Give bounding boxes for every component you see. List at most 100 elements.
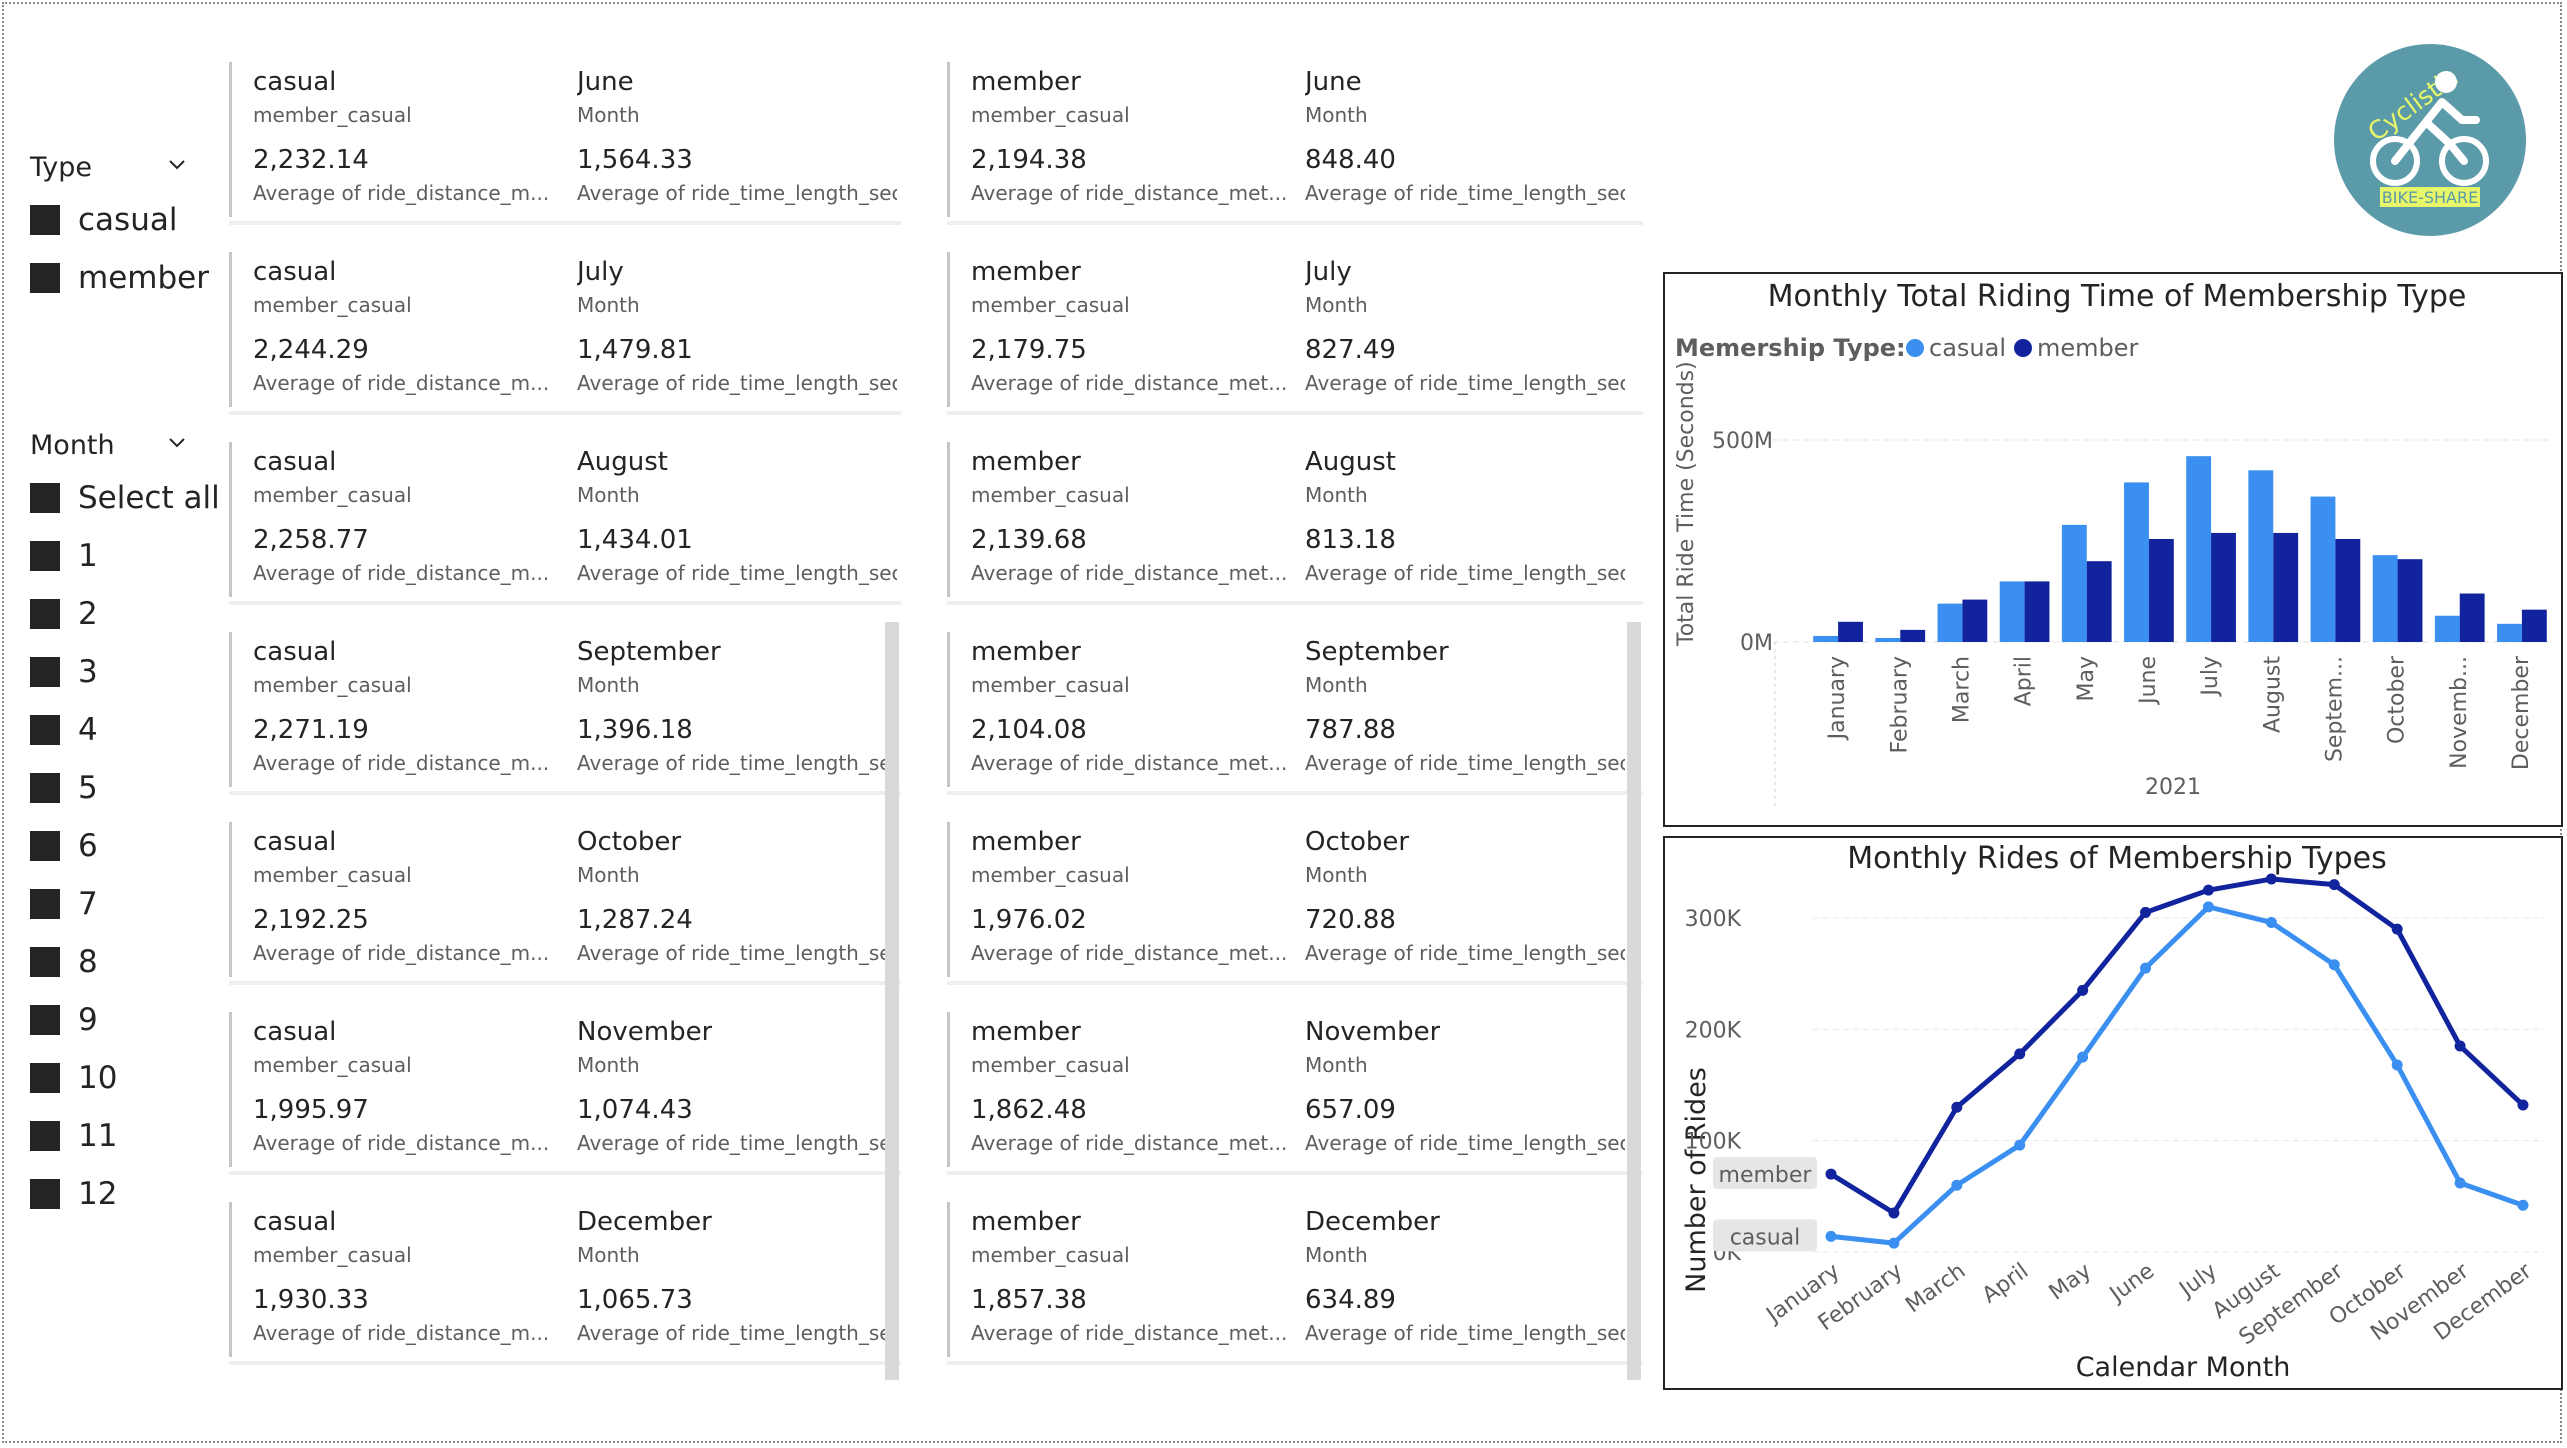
point-casual[interactable] — [2391, 1059, 2403, 1071]
type-option[interactable]: member — [30, 256, 209, 300]
point-member[interactable] — [1888, 1207, 1900, 1219]
bar-casual[interactable] — [1875, 637, 1901, 642]
bar-casual[interactable] — [2372, 555, 2398, 642]
checkbox[interactable] — [30, 773, 60, 803]
monthly-rides-chart[interactable]: Monthly Rides of Membership Types Number… — [1663, 836, 2563, 1390]
metric-card[interactable]: member member_casual 2,104.08 Average of ri… — [947, 632, 1643, 795]
checkbox[interactable] — [30, 1121, 60, 1151]
point-casual[interactable] — [1888, 1237, 1900, 1249]
line-casual[interactable] — [1830, 904, 2524, 1246]
bar-member[interactable] — [2086, 561, 2112, 642]
point-member[interactable] — [2265, 873, 2277, 885]
point-casual[interactable] — [2454, 1177, 2466, 1189]
point-member[interactable] — [2014, 1048, 2026, 1060]
month-option[interactable]: 3 — [30, 650, 98, 694]
checkbox[interactable] — [30, 1063, 60, 1093]
bar-member[interactable] — [2273, 532, 2299, 642]
bar-member[interactable] — [2211, 532, 2236, 642]
legend-label[interactable]: casual — [1929, 334, 2006, 362]
month-option[interactable]: 8 — [30, 940, 98, 984]
riding-time-chart[interactable]: Monthly Total Riding Time of Membership … — [1663, 272, 2563, 827]
line-member[interactable] — [1829, 876, 2525, 1216]
legend-label[interactable]: member — [2037, 334, 2139, 362]
month-option[interactable]: 10 — [30, 1056, 117, 1100]
checkbox[interactable] — [30, 831, 60, 861]
metric-card[interactable]: casual member_casual 2,232.14 Average of ri… — [229, 62, 901, 225]
month-option[interactable]: 5 — [30, 766, 98, 810]
metric-card[interactable]: member member_casual 1,976.02 Average of ri… — [947, 822, 1643, 985]
bar-member[interactable] — [2024, 581, 2050, 642]
month-option[interactable]: Select all — [30, 476, 220, 520]
point-member[interactable] — [2454, 1040, 2466, 1052]
point-casual[interactable] — [2328, 959, 2340, 971]
bar-member[interactable] — [2459, 593, 2485, 642]
point-member[interactable] — [1951, 1101, 1963, 1113]
month-option[interactable]: 9 — [30, 998, 98, 1042]
point-member[interactable] — [1825, 1168, 1837, 1180]
metric-card[interactable]: casual member_casual 1,995.97 Average of ri… — [229, 1012, 901, 1175]
metric-card[interactable]: member member_casual 1,857.38 Average of ri… — [947, 1202, 1643, 1365]
point-member[interactable] — [2328, 879, 2340, 891]
checkbox[interactable] — [30, 541, 60, 571]
type-option[interactable]: casual — [30, 198, 177, 242]
point-member[interactable] — [2140, 906, 2152, 918]
bar-member[interactable] — [2521, 609, 2547, 642]
point-member[interactable] — [2517, 1099, 2529, 1111]
bar-casual[interactable] — [2248, 470, 2274, 642]
point-casual[interactable] — [2265, 916, 2277, 928]
point-member[interactable] — [2202, 884, 2214, 896]
month-option[interactable]: 4 — [30, 708, 98, 752]
metric-card[interactable]: member member_casual 1,862.48 Average of ri… — [947, 1012, 1643, 1175]
metric-card[interactable]: member member_casual 2,194.38 Average of ri… — [947, 62, 1643, 225]
metric-card[interactable]: casual member_casual 2,244.29 Average of ri… — [229, 252, 901, 415]
point-member[interactable] — [2077, 984, 2089, 996]
chevron-down-icon[interactable] — [168, 156, 186, 174]
month-option[interactable]: 1 — [30, 534, 98, 578]
point-casual[interactable] — [2014, 1139, 2026, 1151]
metric-card[interactable]: casual member_casual 2,192.25 Average of ri… — [229, 822, 901, 985]
bar-casual[interactable] — [2310, 496, 2336, 642]
metric-card[interactable]: casual member_casual 2,258.77 Average of ri… — [229, 442, 901, 605]
checkbox[interactable] — [30, 657, 60, 687]
point-casual[interactable] — [1825, 1230, 1837, 1242]
point-casual[interactable] — [1951, 1179, 1963, 1191]
point-casual[interactable] — [2517, 1199, 2529, 1211]
bar-casual[interactable] — [2186, 456, 2212, 642]
checkbox[interactable] — [30, 1179, 60, 1209]
checkbox[interactable] — [30, 599, 60, 629]
bar-casual[interactable] — [1999, 581, 2025, 642]
bar-casual[interactable] — [2061, 524, 2087, 642]
checkbox[interactable] — [30, 889, 60, 919]
metric-card[interactable]: casual member_casual 2,271.19 Average of ri… — [229, 632, 901, 795]
bar-member[interactable] — [1900, 629, 1926, 642]
point-member[interactable] — [2391, 923, 2403, 935]
checkbox[interactable] — [30, 263, 60, 293]
checkbox[interactable] — [30, 205, 60, 235]
bar-casual[interactable] — [2434, 615, 2460, 642]
bar-member[interactable] — [2397, 559, 2423, 642]
checkbox[interactable] — [30, 715, 60, 745]
month-option[interactable]: 12 — [30, 1172, 117, 1216]
bar-member[interactable] — [1838, 621, 1863, 642]
month-option[interactable]: 11 — [30, 1114, 117, 1158]
month-option[interactable]: 2 — [30, 592, 98, 636]
bar-casual[interactable] — [2124, 482, 2149, 642]
bar-member[interactable] — [1962, 599, 1988, 642]
checkbox[interactable] — [30, 947, 60, 977]
member-cards-scrollbar[interactable] — [1627, 622, 1641, 1380]
month-option[interactable]: 7 — [30, 882, 98, 926]
metric-card[interactable]: member member_casual 2,139.68 Average of ri… — [947, 442, 1643, 605]
chevron-down-icon[interactable] — [168, 434, 186, 452]
point-casual[interactable] — [2202, 901, 2214, 913]
month-option[interactable]: 6 — [30, 824, 98, 868]
checkbox[interactable] — [30, 1005, 60, 1035]
bar-member[interactable] — [2148, 538, 2174, 642]
metric-card[interactable]: casual member_casual 1,930.33 Average of ri… — [229, 1202, 901, 1365]
bar-casual[interactable] — [2497, 623, 2522, 642]
bar-casual[interactable] — [1937, 603, 1963, 642]
point-casual[interactable] — [2140, 962, 2152, 974]
bar-member[interactable] — [2335, 538, 2361, 642]
bar-casual[interactable] — [1813, 635, 1839, 642]
checkbox[interactable] — [30, 483, 60, 513]
point-casual[interactable] — [2077, 1051, 2089, 1063]
